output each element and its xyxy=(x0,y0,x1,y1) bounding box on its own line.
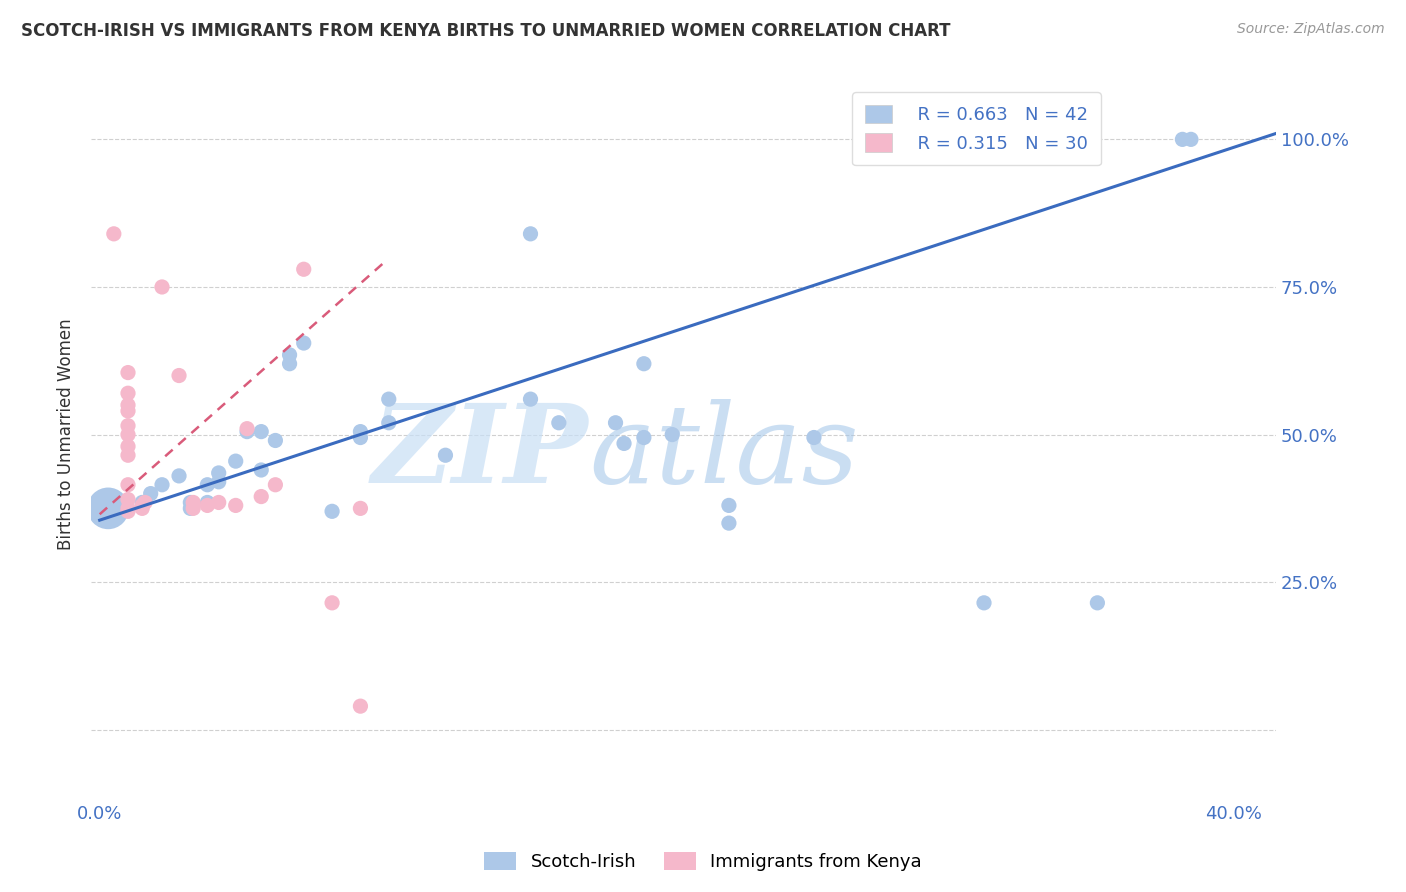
Point xyxy=(613,436,636,450)
Legend:   R = 0.663   N = 42,   R = 0.315   N = 30: R = 0.663 N = 42, R = 0.315 N = 30 xyxy=(852,92,1101,165)
Point xyxy=(973,596,995,610)
Point xyxy=(321,504,343,518)
Point xyxy=(1087,596,1109,610)
Y-axis label: Births to Unmarried Women: Births to Unmarried Women xyxy=(58,318,75,550)
Point xyxy=(250,425,273,439)
Point xyxy=(134,495,156,509)
Point xyxy=(97,501,120,516)
Point xyxy=(208,495,231,509)
Point xyxy=(434,448,457,462)
Point xyxy=(117,404,139,418)
Point xyxy=(292,262,315,277)
Point xyxy=(117,492,139,507)
Point xyxy=(225,454,247,468)
Point xyxy=(278,357,301,371)
Point xyxy=(167,469,190,483)
Point xyxy=(208,466,231,480)
Point xyxy=(117,501,139,516)
Point xyxy=(605,416,627,430)
Point xyxy=(131,501,153,516)
Point xyxy=(117,386,139,401)
Legend: Scotch-Irish, Immigrants from Kenya: Scotch-Irish, Immigrants from Kenya xyxy=(477,845,929,879)
Point xyxy=(208,475,231,489)
Text: ZIP: ZIP xyxy=(373,399,589,507)
Point xyxy=(131,499,153,513)
Point xyxy=(349,699,371,714)
Point xyxy=(321,596,343,610)
Point xyxy=(661,427,683,442)
Point xyxy=(117,477,139,491)
Point xyxy=(250,490,273,504)
Point xyxy=(236,425,259,439)
Point xyxy=(117,398,139,412)
Point xyxy=(349,425,371,439)
Point xyxy=(1180,132,1202,146)
Point xyxy=(717,499,740,513)
Point xyxy=(117,427,139,442)
Point xyxy=(264,477,287,491)
Point xyxy=(179,495,201,509)
Point xyxy=(195,499,218,513)
Point xyxy=(150,280,173,294)
Point xyxy=(1171,132,1194,146)
Point xyxy=(519,392,541,406)
Point xyxy=(378,392,401,406)
Point xyxy=(103,227,125,241)
Point xyxy=(195,495,218,509)
Point xyxy=(167,368,190,383)
Point xyxy=(195,477,218,491)
Text: atlas: atlas xyxy=(589,399,859,507)
Point xyxy=(179,501,201,516)
Point xyxy=(264,434,287,448)
Point xyxy=(117,418,139,433)
Point xyxy=(547,416,569,430)
Point xyxy=(803,430,825,444)
Point xyxy=(117,504,139,518)
Point xyxy=(945,132,967,146)
Point xyxy=(181,495,204,509)
Point xyxy=(519,227,541,241)
Point xyxy=(633,430,655,444)
Point xyxy=(292,336,315,351)
Point xyxy=(717,516,740,530)
Point xyxy=(250,463,273,477)
Point xyxy=(117,439,139,453)
Point xyxy=(117,448,139,462)
Point xyxy=(887,132,910,146)
Text: SCOTCH-IRISH VS IMMIGRANTS FROM KENYA BIRTHS TO UNMARRIED WOMEN CORRELATION CHAR: SCOTCH-IRISH VS IMMIGRANTS FROM KENYA BI… xyxy=(21,22,950,40)
Point xyxy=(236,422,259,436)
Point xyxy=(278,348,301,362)
Point xyxy=(181,501,204,516)
Point xyxy=(139,486,162,500)
Point xyxy=(378,416,401,430)
Point xyxy=(225,499,247,513)
Point xyxy=(117,366,139,380)
Point xyxy=(349,501,371,516)
Point xyxy=(633,357,655,371)
Text: Source: ZipAtlas.com: Source: ZipAtlas.com xyxy=(1237,22,1385,37)
Point xyxy=(131,495,153,509)
Point xyxy=(150,477,173,491)
Point xyxy=(917,132,939,146)
Point xyxy=(349,430,371,444)
